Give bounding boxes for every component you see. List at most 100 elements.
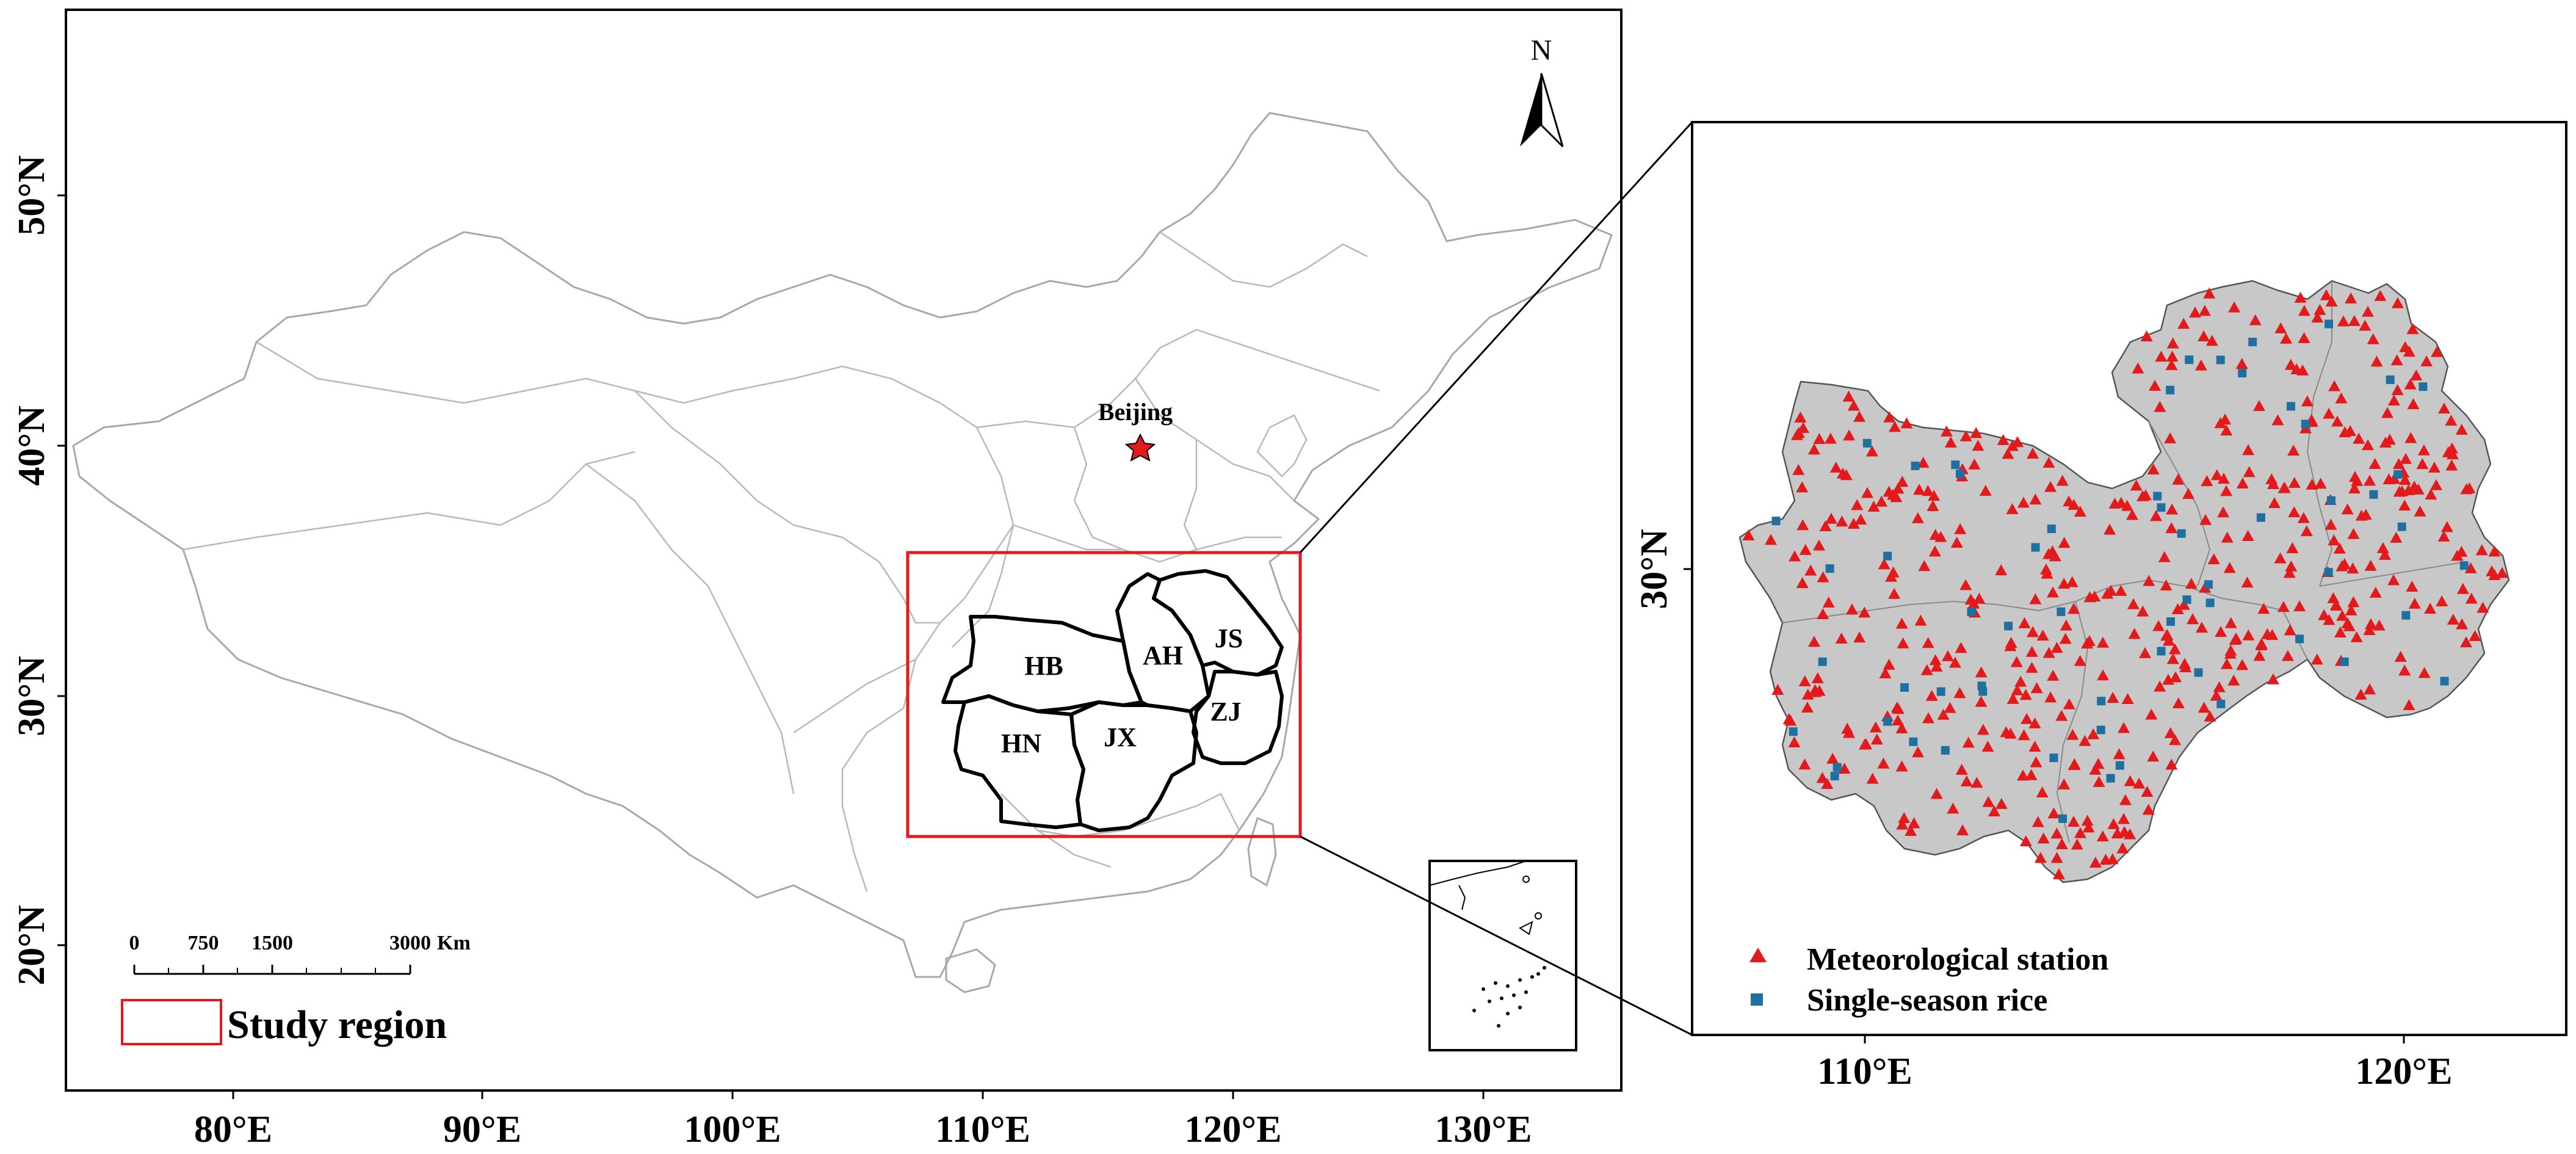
station-triangle (1948, 656, 1961, 668)
station-triangle (2189, 307, 2202, 318)
station-triangle (1867, 501, 1880, 512)
station-triangle (2004, 727, 2017, 739)
scale-unit: Km (437, 932, 471, 954)
station-triangle (2223, 562, 2236, 573)
rice-square (1909, 737, 1918, 746)
station-triangle (2354, 688, 2367, 700)
station-triangle (1870, 733, 1883, 745)
station-triangle (2328, 380, 2341, 391)
rice-square (1825, 564, 1834, 573)
scale-label-3000: 3000 (389, 932, 431, 954)
station-triangle (1796, 519, 1809, 531)
study-region-box (906, 551, 1302, 838)
left-lat-axis (57, 194, 66, 946)
station-triangle (2030, 682, 2043, 694)
station-triangle (2455, 545, 2468, 557)
station-triangle (2143, 575, 2155, 586)
rice-square (2166, 385, 2175, 394)
legend-label-single-season-rice: Single-season rice (1807, 983, 2047, 1018)
station-triangle (2050, 827, 2063, 839)
station-triangle (1981, 741, 1994, 752)
single-season-rice-sites (1771, 319, 2469, 823)
station-triangle (2436, 595, 2448, 607)
station-triangle (2290, 363, 2303, 374)
station-triangle (2121, 693, 2134, 705)
station-triangle (1840, 469, 1853, 481)
station-triangle (2306, 478, 2318, 490)
station-triangle (2018, 617, 2031, 628)
station-triangle (2335, 392, 2348, 404)
station-triangle (2346, 562, 2359, 574)
station-triangle (2374, 289, 2387, 301)
station-triangle (1817, 608, 1829, 619)
station-triangle (1792, 427, 1805, 438)
station-triangle (2092, 758, 2105, 769)
station-triangle (2410, 369, 2423, 381)
province-js-outline (1152, 569, 1284, 677)
station-triangle (2011, 684, 2024, 695)
station-triangle (2362, 439, 2375, 451)
station-triangle (1947, 802, 1959, 814)
station-triangle (1807, 636, 1820, 647)
rice-square (2185, 355, 2194, 365)
station-triangle (2236, 477, 2249, 488)
station-triangle (2425, 488, 2437, 500)
station-triangle (2280, 332, 2293, 344)
station-triangle (1917, 456, 1930, 468)
station-triangle (1973, 592, 1986, 604)
inset-province-lines (1782, 281, 2467, 843)
station-triangle (2002, 448, 2014, 459)
station-triangle (2093, 775, 2105, 787)
connector-line-top (1299, 121, 1693, 554)
station-triangle (1819, 520, 1832, 532)
station-triangle (2336, 609, 2349, 621)
station-triangle (1995, 564, 2008, 576)
scale-bar: 0 750 1500 3000 Km (129, 932, 471, 975)
province-hb-outline (941, 615, 1143, 713)
station-triangle (1897, 637, 1909, 648)
station-triangle (1944, 702, 1956, 713)
station-triangle (2127, 598, 2140, 609)
station-triangle (1934, 531, 1947, 542)
station-triangle (2398, 474, 2411, 485)
rice-square (2115, 761, 2124, 770)
station-triangle (2320, 289, 2333, 300)
station-triangle (2343, 620, 2356, 631)
station-triangle (2104, 523, 2116, 535)
station-triangle (1968, 458, 1981, 470)
station-triangle (1878, 558, 1890, 570)
station-triangle (1842, 390, 1855, 402)
rice-square (2397, 522, 2406, 531)
left-map: HB AH JS HN JX ZJ Beijing N (11, 9, 1623, 1150)
station-triangle (2081, 815, 2094, 826)
station-triangle (2391, 297, 2404, 308)
station-triangle (1975, 666, 1988, 678)
station-triangle (2058, 537, 2071, 548)
meteorological-stations (1742, 287, 2508, 879)
station-triangle (1884, 570, 1897, 582)
station-triangle (2236, 659, 2249, 670)
station-triangle (1982, 796, 1995, 807)
station-triangle (2288, 477, 2301, 488)
station-triangle (2006, 440, 2019, 451)
station-triangle (2199, 513, 2212, 525)
station-triangle (2274, 552, 2287, 564)
lat-label-40: 40°N (11, 405, 52, 486)
inset-lon-label-110: 110°E (1817, 1051, 1912, 1092)
station-triangle (1860, 738, 1873, 750)
station-triangle (2115, 584, 2127, 596)
station-triangle (2274, 322, 2287, 333)
station-triangle (2407, 398, 2420, 410)
station-triangle (2404, 378, 2417, 390)
station-triangle (2241, 530, 2254, 542)
station-triangle (1836, 515, 1848, 527)
station-triangle (2437, 402, 2450, 414)
rice-square (2327, 496, 2336, 505)
capital-label: Beijing (1098, 398, 1173, 426)
station-triangle (2036, 630, 2049, 641)
station-triangle (2139, 647, 2152, 658)
station-triangle (1913, 484, 1926, 495)
station-triangle (2107, 692, 2119, 703)
station-triangle (2310, 653, 2323, 665)
station-triangle (1843, 429, 1856, 441)
